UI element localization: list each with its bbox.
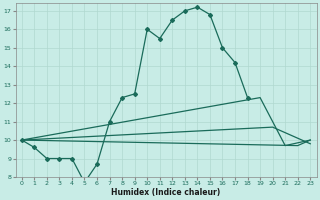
X-axis label: Humidex (Indice chaleur): Humidex (Indice chaleur)	[111, 188, 221, 197]
